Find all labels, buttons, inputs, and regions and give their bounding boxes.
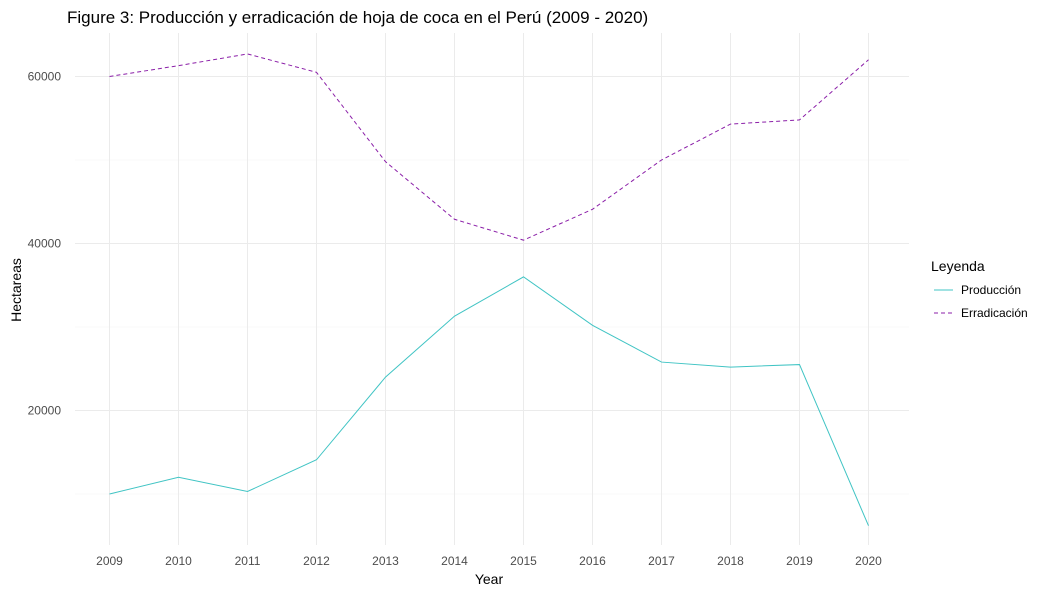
x-tick-label: 2018 [717,554,744,568]
y-tick-label: 60000 [28,70,62,84]
x-tick-label: 2015 [510,554,537,568]
series-line-2 [109,53,869,241]
x-tick-labels: 2009 2010 2011 2012 2013 2014 2015 2016 2017 2018… [96,554,882,568]
y-tick-label: 40000 [28,237,62,251]
y-tick-labels: 20000 40000 60000 [28,70,62,418]
x-tick-label: 2012 [303,554,330,568]
x-tick-label: 2013 [372,554,399,568]
legend-title: Leyenda [931,258,985,274]
x-tick-label: 2017 [648,554,675,568]
x-tick-label: 2010 [165,554,192,568]
y-axis-label: Hectareas [8,258,24,322]
chart-title: Figure 3: Producción y erradicación de h… [67,8,648,27]
x-tick-label: 2016 [579,554,606,568]
series-layer [109,53,869,526]
grid [75,33,909,545]
x-tick-label: 2020 [855,554,882,568]
x-axis-label: Year [475,571,504,587]
legend-label-2: Erradicación [961,306,1028,320]
y-tick-label: 20000 [28,404,62,418]
x-tick-label: 2009 [96,554,123,568]
x-tick-label: 2014 [441,554,468,568]
x-tick-label: 2019 [786,554,813,568]
series-line-1 [109,276,869,526]
legend-items: Producción Erradicación [934,283,1028,320]
legend: Leyenda Producción Erradicación [931,258,1028,320]
x-tick-label: 2011 [235,554,261,568]
legend-label-1: Producción [961,283,1021,297]
